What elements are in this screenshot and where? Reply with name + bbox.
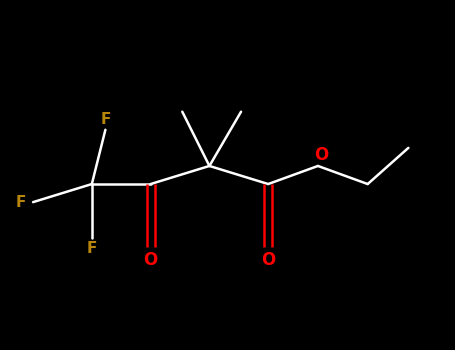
Text: O: O xyxy=(314,146,328,164)
Text: O: O xyxy=(261,251,275,269)
Text: F: F xyxy=(15,195,25,210)
Text: O: O xyxy=(143,251,158,269)
Text: F: F xyxy=(100,112,111,127)
Text: F: F xyxy=(86,241,97,256)
